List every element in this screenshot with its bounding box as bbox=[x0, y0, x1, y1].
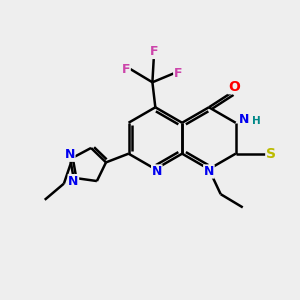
Text: N: N bbox=[239, 113, 249, 126]
Text: N: N bbox=[204, 165, 214, 178]
Text: N: N bbox=[64, 148, 75, 161]
Text: F: F bbox=[150, 45, 158, 58]
Text: S: S bbox=[266, 147, 276, 161]
Text: F: F bbox=[122, 62, 130, 76]
Text: O: O bbox=[228, 80, 240, 94]
Text: F: F bbox=[174, 67, 182, 80]
Text: N: N bbox=[68, 175, 79, 188]
Text: N: N bbox=[152, 165, 162, 178]
Text: H: H bbox=[253, 116, 261, 126]
